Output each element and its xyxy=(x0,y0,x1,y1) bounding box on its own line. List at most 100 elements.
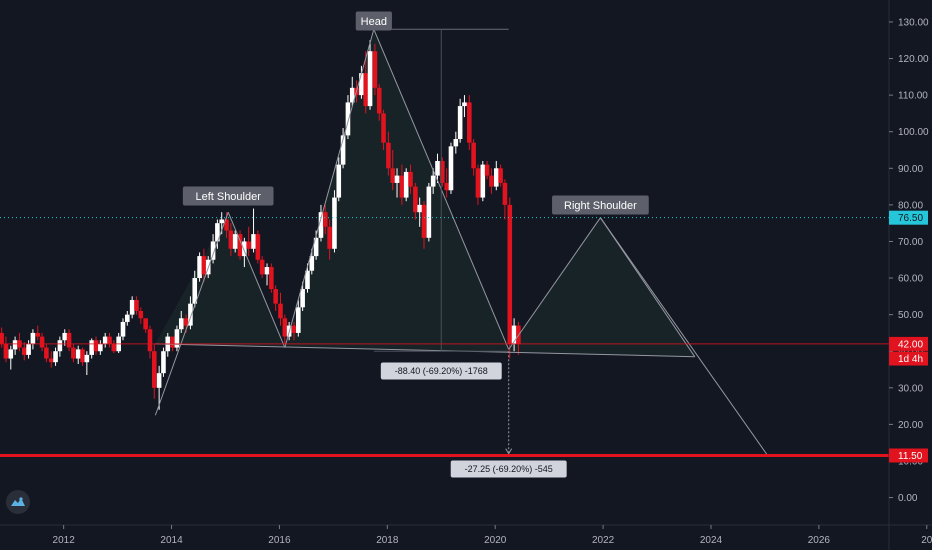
y-tick-label: 0.00 xyxy=(898,493,918,504)
y-tick-label: 70.00 xyxy=(898,237,923,248)
candle-body xyxy=(84,354,90,363)
candle-body xyxy=(35,332,41,337)
candle-body xyxy=(386,142,391,169)
candle-body xyxy=(237,234,243,257)
candles-layer xyxy=(0,29,695,410)
right-shoulder-label-box xyxy=(552,195,649,215)
candle-body xyxy=(201,256,207,275)
candle-body xyxy=(457,106,463,140)
candle-body xyxy=(80,349,85,363)
candle-body xyxy=(435,160,440,176)
candle-body xyxy=(44,347,49,359)
candle-body xyxy=(489,175,494,187)
candle-body xyxy=(448,146,454,191)
candle-body xyxy=(278,303,283,319)
candle-body xyxy=(372,51,378,88)
y-tick-label: 80.00 xyxy=(898,200,923,211)
candle-body xyxy=(183,318,189,326)
head-label: Head xyxy=(361,16,387,28)
price-label: 11.50 xyxy=(898,451,923,462)
candle-body xyxy=(219,219,225,224)
candle-body xyxy=(66,332,72,348)
candle-body xyxy=(170,336,175,348)
measure-2-label-box xyxy=(450,460,567,478)
candle-body xyxy=(322,212,328,227)
candle-body xyxy=(273,289,278,304)
pattern-line xyxy=(508,217,601,350)
y-tick-label: 90.00 xyxy=(898,164,923,175)
candle-body xyxy=(156,373,162,388)
candle-body xyxy=(421,204,427,238)
candle-body xyxy=(430,175,436,187)
candle-body xyxy=(39,336,45,348)
candle-body xyxy=(484,164,490,176)
candle-body xyxy=(53,351,58,363)
candle-body xyxy=(444,182,449,191)
candle-body xyxy=(62,332,68,341)
projection-line xyxy=(599,217,769,456)
candle-body xyxy=(48,358,54,363)
left-shoulder-label: Left Shoulder xyxy=(195,191,261,203)
candle-body xyxy=(426,186,432,238)
candle-body xyxy=(143,318,148,330)
candle-body xyxy=(475,168,481,198)
candle-body xyxy=(242,241,247,257)
candle-body xyxy=(467,102,472,143)
candle-body xyxy=(147,329,153,352)
candle-body xyxy=(332,197,337,249)
candle-body xyxy=(151,351,157,388)
y-tick-label: 100.00 xyxy=(898,127,929,138)
candle-body xyxy=(381,113,386,143)
y-tick-label: 110.00 xyxy=(898,91,928,102)
candle-body xyxy=(57,340,63,352)
candle-body xyxy=(98,343,103,352)
candle-body xyxy=(403,171,409,198)
candle-body xyxy=(511,325,517,344)
candle-body xyxy=(224,219,229,231)
candle-body xyxy=(291,325,297,333)
candle-body xyxy=(363,73,369,107)
candle-body xyxy=(259,259,265,275)
price-label: 42.00 xyxy=(898,339,923,350)
measure-2-label: -27.25 (-69.20%) -545 xyxy=(465,464,553,474)
candle-body xyxy=(26,343,31,355)
candle-body xyxy=(417,204,422,213)
measure-1-label-box xyxy=(380,362,502,380)
candle-body xyxy=(318,212,324,238)
candle-body xyxy=(359,73,364,96)
price-label: 1d 4h xyxy=(898,354,923,365)
candle-body xyxy=(8,349,14,359)
candle-body xyxy=(367,51,373,107)
tradingview-logo-icon[interactable] xyxy=(6,490,30,514)
candle-body xyxy=(246,241,251,249)
candle-body xyxy=(282,318,288,337)
candle-body xyxy=(71,347,76,359)
y-tick-label: 60.00 xyxy=(898,274,923,285)
candle-body xyxy=(376,87,382,114)
candle-body xyxy=(408,171,413,187)
candle-body xyxy=(107,336,112,344)
candle-body xyxy=(498,168,503,183)
candle-body xyxy=(507,204,513,344)
candle-body xyxy=(471,142,476,169)
x-tick-label: 2014 xyxy=(160,535,183,546)
candle-body xyxy=(340,135,346,165)
candle-body xyxy=(349,87,355,103)
candle-body xyxy=(161,351,166,374)
candle-body xyxy=(192,278,198,304)
y-tick-label: 130.00 xyxy=(898,17,929,28)
head-label-box xyxy=(355,11,392,31)
candle-body xyxy=(134,300,139,311)
candle-body xyxy=(394,175,400,183)
candle-body xyxy=(3,343,9,359)
x-tick-label: 2020 xyxy=(484,535,507,546)
y-tick-label: 30.00 xyxy=(898,383,923,394)
candle-body xyxy=(111,343,117,352)
y-tick-label: 50.00 xyxy=(898,310,923,321)
left-shoulder-label-box xyxy=(182,186,274,206)
pattern-line xyxy=(284,29,375,348)
candle-body xyxy=(30,332,36,344)
measure-2-arrow xyxy=(505,448,513,455)
candle-body xyxy=(215,223,220,242)
